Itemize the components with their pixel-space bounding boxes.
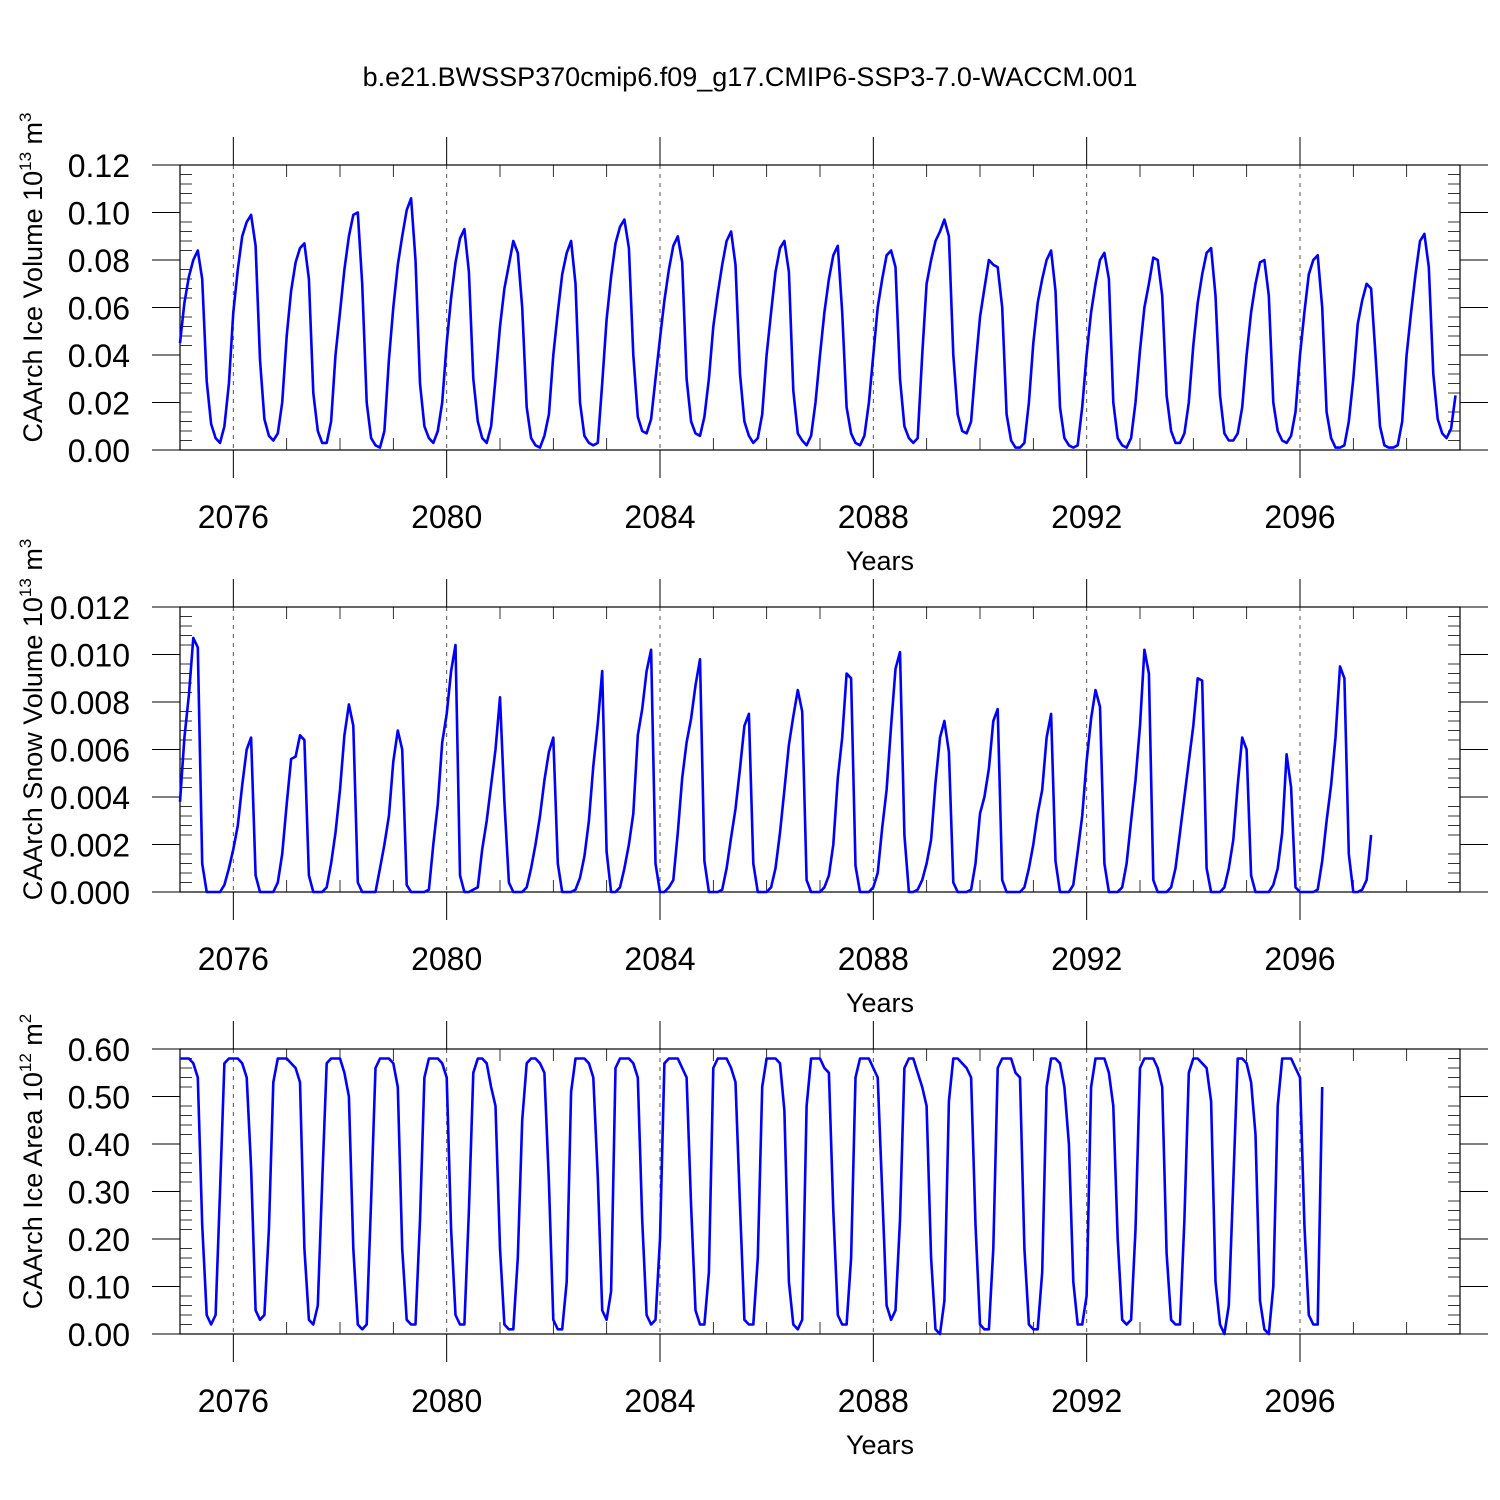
series-line-snow-volume — [178, 636, 1373, 894]
x-axis-label: Years — [846, 988, 914, 1018]
y-tick-label: 0.50 — [68, 1080, 130, 1116]
x-tick-label: 2084 — [624, 499, 695, 535]
y-tick-label: 0.20 — [68, 1222, 130, 1258]
chart-title: b.e21.BWSSP370cmip6.f09_g17.CMIP6-SSP3-7… — [362, 62, 1138, 92]
y-tick-label: 0.40 — [68, 1127, 130, 1163]
x-tick-label: 2096 — [1264, 1383, 1335, 1419]
y-axis-label: CAArch Snow Volume 1013 m3 — [16, 539, 48, 901]
x-tick-label: 2076 — [198, 941, 269, 977]
y-tick-label: 0.002 — [50, 828, 130, 864]
x-tick-label: 2096 — [1264, 499, 1335, 535]
y-tick-label: 0.30 — [68, 1175, 130, 1211]
y-tick-label: 0.12 — [68, 148, 130, 184]
x-tick-label: 2084 — [624, 1383, 695, 1419]
panel-ice-area: 0.00 0.10 0.20 0.30 0.40 0.50 0.60 2076 2080 2084… — [16, 1014, 1488, 1460]
y-tick-label: 0.012 — [50, 590, 130, 626]
y-tick-label: 0.10 — [68, 196, 130, 232]
y-axis-label: CAArch Ice Area 1012 m2 — [16, 1014, 48, 1310]
y-tick-label: 0.008 — [50, 685, 130, 721]
x-tick-label: 2092 — [1051, 499, 1122, 535]
y-tick-label: 0.00 — [68, 1317, 130, 1353]
x-tick-label: 2088 — [838, 499, 909, 535]
panel-ice-volume: 0.00 0.02 0.04 0.06 0.08 0.10 0.12 2076 2080 2084… — [16, 112, 1488, 576]
x-tick-label: 2096 — [1264, 941, 1335, 977]
x-tick-label: 2080 — [411, 1383, 482, 1419]
x-axis-label: Years — [846, 1430, 914, 1460]
y-tick-label: 0.006 — [50, 733, 130, 769]
x-tick-label: 2084 — [624, 941, 695, 977]
x-tick-label: 2076 — [198, 499, 269, 535]
series-line-ice-volume — [178, 197, 1457, 449]
y-tick-label: 0.04 — [68, 338, 130, 374]
x-tick-label: 2092 — [1051, 1383, 1122, 1419]
y-tick-label: 0.00 — [68, 433, 130, 469]
y-tick-label: 0.010 — [50, 638, 130, 674]
x-tick-label: 2092 — [1051, 941, 1122, 977]
y-tick-label: 0.02 — [68, 386, 130, 422]
y-tick-label: 0.08 — [68, 243, 130, 279]
x-tick-label: 2088 — [838, 941, 909, 977]
series-line-ice-area — [180, 1057, 1324, 1336]
y-tick-label: 0.60 — [68, 1032, 130, 1068]
x-tick-label: 2088 — [838, 1383, 909, 1419]
y-axis-label: CAArch Ice Volume 1013 m3 — [16, 112, 48, 442]
y-tick-label: 0.06 — [68, 291, 130, 327]
y-tick-label: 0.10 — [68, 1270, 130, 1306]
x-axis-label: Years — [846, 546, 914, 576]
panel-snow-volume: 0.000 0.002 0.004 0.006 0.008 0.010 0.012 2076 2… — [16, 539, 1488, 1018]
y-tick-label: 0.000 — [50, 875, 130, 911]
x-tick-label: 2080 — [411, 499, 482, 535]
x-tick-label: 2080 — [411, 941, 482, 977]
y-tick-label: 0.004 — [50, 780, 130, 816]
x-tick-label: 2076 — [198, 1383, 269, 1419]
plot-frame — [179, 606, 1461, 893]
